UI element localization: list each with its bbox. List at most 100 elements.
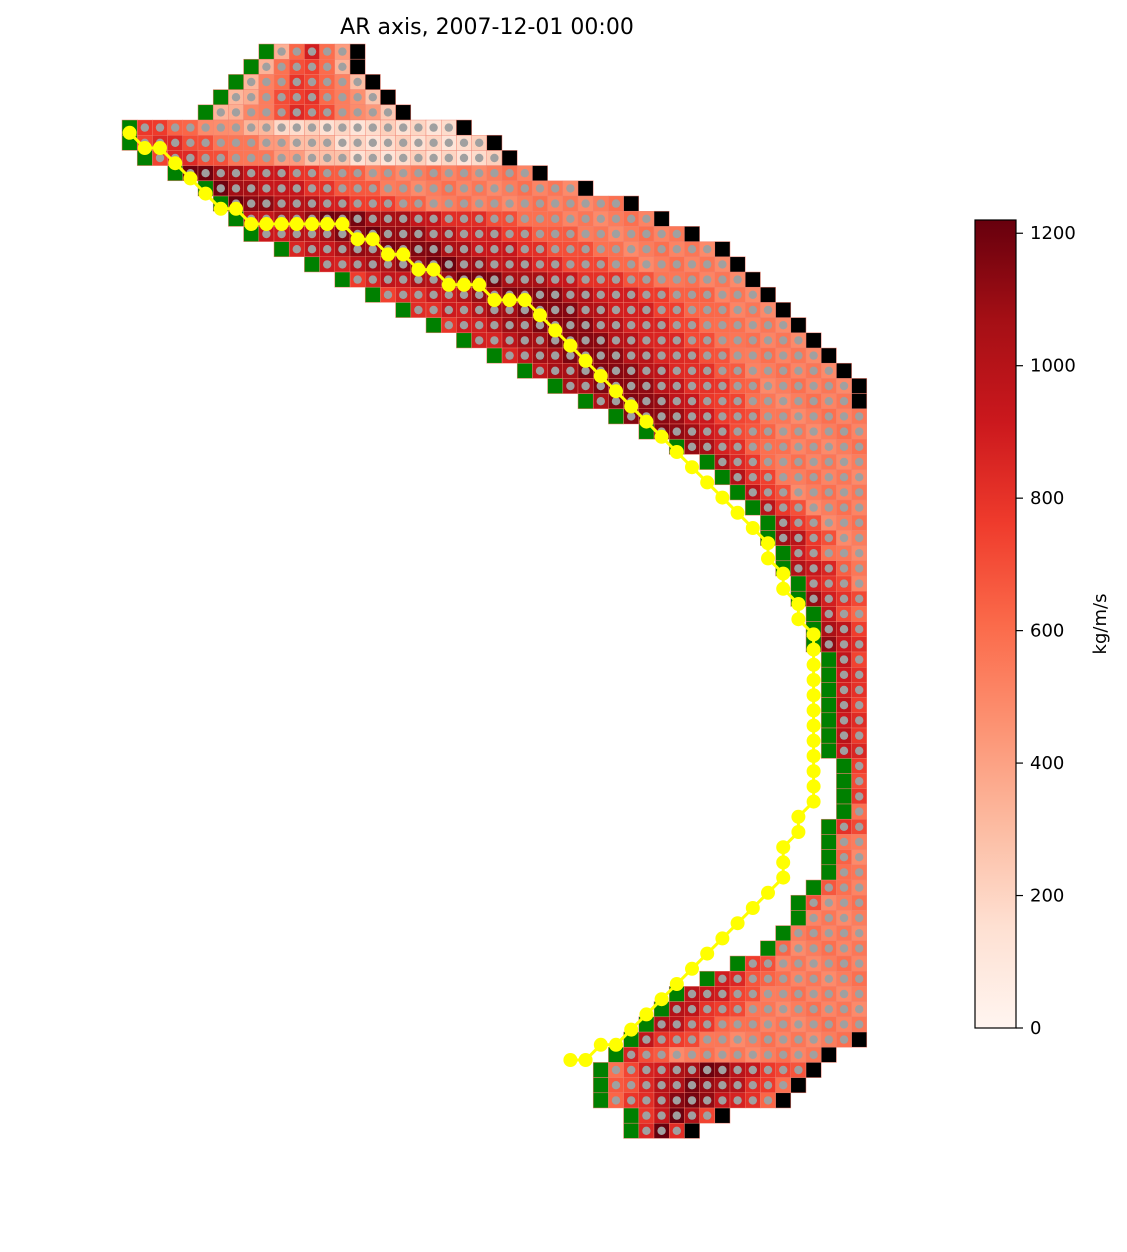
ar-cell-marker <box>809 549 818 558</box>
ar-cell-marker <box>763 989 773 999</box>
ar-cell-marker <box>703 260 712 269</box>
ar-boundary-cell <box>820 697 837 714</box>
ar-cell-marker <box>611 305 621 315</box>
ar-cell-marker <box>277 108 286 117</box>
ar-cell-marker <box>307 108 317 117</box>
ar-cell-marker <box>307 47 317 56</box>
ar-cell-marker <box>824 412 833 421</box>
ar-cell-marker <box>338 108 347 117</box>
ar-cell-marker <box>216 153 225 163</box>
ar-cell-marker <box>809 533 818 543</box>
ar-cell-marker <box>855 731 864 740</box>
ar-cell-marker <box>763 381 773 391</box>
ar-cell-marker <box>809 1035 818 1044</box>
ar-cell-marker <box>779 336 788 345</box>
ar-axis-point <box>472 277 487 292</box>
ar-cell-marker <box>748 427 757 436</box>
ar-axis-point <box>624 1022 639 1037</box>
ar-cell-marker <box>839 518 849 527</box>
ar-cell-marker <box>520 321 529 330</box>
ar-cell-marker <box>490 229 499 239</box>
ar-cell-marker <box>779 427 788 436</box>
ar-cell-marker <box>657 1065 666 1075</box>
ar-boundary-cell <box>486 347 503 364</box>
ar-cell-marker <box>779 1050 788 1060</box>
ar-cell-marker <box>292 108 301 117</box>
ar-cell-marker <box>414 305 423 315</box>
ar-cell-marker <box>338 77 347 87</box>
ar-cell-marker <box>323 199 332 208</box>
ar-cell-marker <box>779 1081 788 1090</box>
ar-cell-marker <box>733 336 742 345</box>
ar-cell-marker <box>535 199 545 208</box>
ar-cell-marker <box>535 275 545 284</box>
ar-cell-marker <box>627 290 636 299</box>
ar-cell-marker <box>855 792 864 801</box>
ar-boundary-cell <box>608 408 624 425</box>
ar-cell-marker <box>733 473 742 482</box>
ar-cell-marker <box>839 397 849 406</box>
ar-cell-marker <box>763 321 773 330</box>
ar-cell-marker <box>763 412 773 421</box>
ar-cell-marker <box>672 321 681 330</box>
ar-boundary-cell <box>486 134 503 151</box>
ar-axis-point <box>730 505 745 520</box>
ar-cell-marker <box>748 457 757 467</box>
ar-cell-marker <box>186 138 195 147</box>
ar-cell-marker <box>672 275 681 284</box>
ar-cell-marker <box>566 260 575 269</box>
ar-cell-marker <box>338 62 347 71</box>
ar-cell-marker <box>262 62 271 71</box>
ar-cell-marker <box>839 427 849 436</box>
ar-cell-marker <box>505 260 514 269</box>
ar-cell-marker <box>520 199 529 208</box>
colorbar-tick-label: 800 <box>1030 488 1064 509</box>
ar-cell-marker <box>231 138 241 147</box>
ar-cell-marker <box>551 260 560 269</box>
ar-cell-marker <box>399 214 408 223</box>
ar-cell-marker <box>763 1065 773 1075</box>
ar-cell-marker <box>779 974 788 983</box>
ar-cell-marker <box>566 229 575 239</box>
ar-cell-marker <box>718 397 727 406</box>
ar-cell-marker <box>763 488 773 497</box>
ar-axis-point <box>274 217 289 231</box>
ar-cell-marker <box>323 62 332 71</box>
ar-cell-marker <box>687 442 697 451</box>
ar-cell-marker <box>672 427 681 436</box>
ar-cell-marker <box>839 609 849 619</box>
ar-cell-marker <box>490 169 499 178</box>
ar-cell-marker <box>703 336 712 345</box>
ar-cell-marker <box>657 290 666 299</box>
ar-cell-marker <box>338 169 347 178</box>
ar-cell-marker <box>855 959 864 968</box>
ar-cell-marker <box>566 199 575 208</box>
ar-cell-marker <box>353 214 362 223</box>
ar-cell-marker <box>809 412 818 421</box>
ar-cell-marker <box>855 974 864 983</box>
ar-cell-marker <box>627 1081 636 1090</box>
ar-cell-marker <box>429 169 438 178</box>
ar-cell-marker <box>779 366 788 375</box>
chart-title: AR axis, 2007-12-01 00:00 <box>340 15 634 40</box>
ar-cell-marker <box>824 1020 833 1029</box>
ar-cell-marker <box>535 229 545 239</box>
ar-cell-marker <box>596 214 605 223</box>
ar-cell-marker <box>855 457 864 467</box>
ar-cell-marker <box>459 184 469 193</box>
ar-cell-marker <box>839 822 849 831</box>
ar-cell-marker <box>368 93 377 102</box>
ar-cell-marker <box>611 245 621 254</box>
ar-cell-marker <box>551 275 560 284</box>
ar-cell-marker <box>703 305 712 315</box>
ar-cell-marker <box>809 442 818 451</box>
ar-cell-marker <box>855 1005 864 1014</box>
ar-cell-marker <box>855 473 864 482</box>
ar-cell-marker <box>444 321 453 330</box>
ar-cell-marker <box>657 260 666 269</box>
ar-cell-marker <box>718 412 727 421</box>
ar-cell-marker <box>490 275 499 284</box>
ar-cell-marker <box>581 214 590 223</box>
ar-cell-marker <box>353 169 362 178</box>
ar-boundary-cell <box>273 241 290 258</box>
